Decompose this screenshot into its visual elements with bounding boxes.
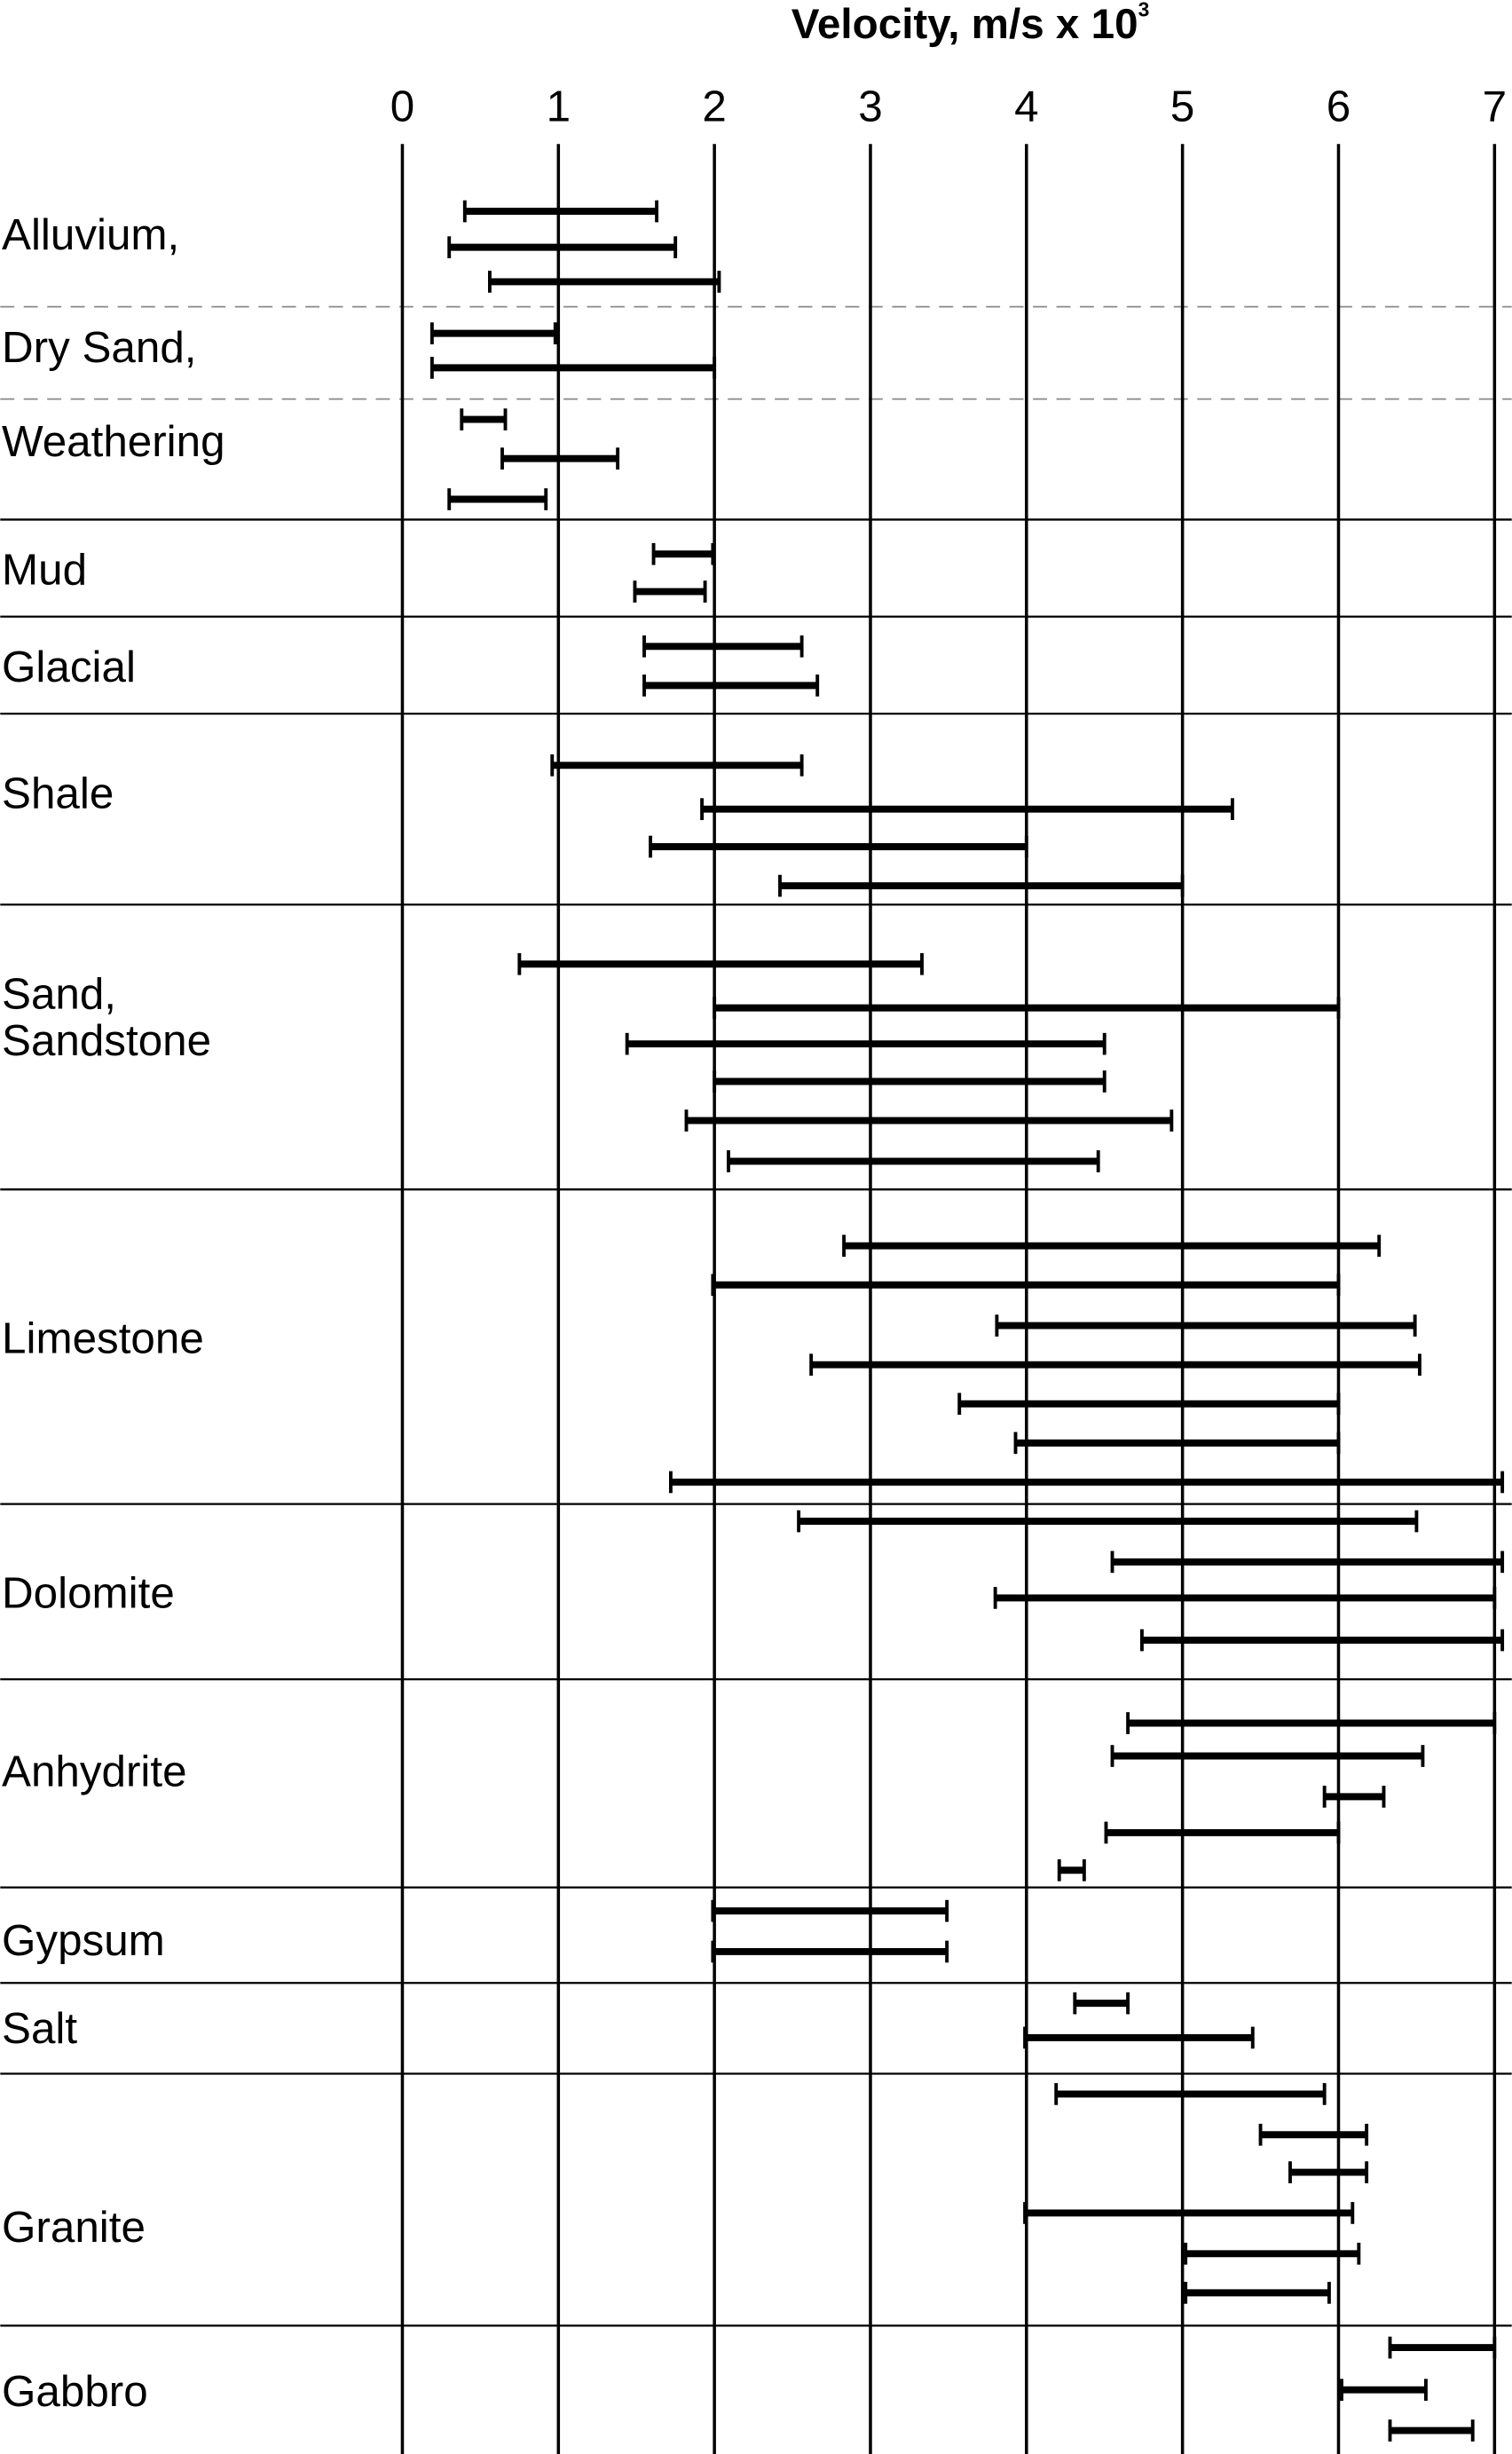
group-label: Glacial [2,643,136,691]
group-label: Mud [2,545,87,594]
group-label: Sand, [2,969,116,1018]
title-superscript: 3 [1138,0,1150,20]
group-label: Granite [2,2203,146,2252]
group-label: Alluvium, [2,210,179,259]
chart-title: Velocity, m/s x 103 [791,0,1150,48]
x-tick-label: 2 [702,82,726,130]
group-label: Dolomite [2,1569,175,1618]
x-tick-label: 1 [547,82,571,130]
group-label: Gabbro [2,2367,148,2416]
group-label: Dry Sand, [2,323,196,372]
x-tick-label: 5 [1170,82,1194,130]
group-label: Gypsum [2,1916,165,1965]
x-tick-label: 3 [858,82,882,130]
group-label: Limestone [2,1314,204,1362]
x-tick-label: 0 [390,82,414,130]
title-text: Velocity, m/s x 10 [791,1,1138,48]
x-tick-label: 4 [1014,82,1038,130]
x-tick-label: 7 [1483,82,1507,130]
group-label: Weathering [2,417,225,466]
group-label: Sandstone [2,1016,211,1065]
group-label: Shale [2,769,114,818]
x-tick-label: 6 [1327,82,1351,130]
group-label: Anhydrite [2,1748,187,1796]
group-label: Salt [2,2004,77,2053]
